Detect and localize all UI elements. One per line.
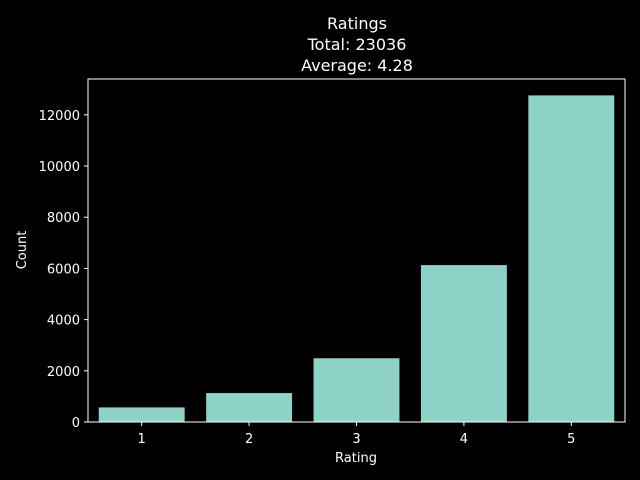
y-tick-label: 10000 (39, 160, 80, 175)
bars-group (98, 95, 615, 422)
bar-rating-1 (98, 407, 185, 422)
x-tick-label: 1 (138, 432, 146, 447)
bar-rating-4 (420, 265, 507, 422)
x-tick-label: 5 (567, 432, 575, 447)
x-tick-label: 2 (245, 432, 253, 447)
y-tick-label: 4000 (47, 314, 80, 329)
chart-subtitle-average: Average: 4.28 (301, 56, 413, 75)
y-axis-label: Count (15, 231, 30, 270)
y-tick-label: 8000 (47, 211, 80, 226)
y-tick-label: 6000 (47, 262, 80, 277)
bar-rating-2 (206, 393, 293, 422)
x-tick-label: 4 (460, 432, 468, 447)
x-axis-label: Rating (335, 451, 377, 466)
x-axis-ticks: 1 2 3 4 5 (138, 422, 575, 447)
y-tick-label: 0 (72, 416, 80, 431)
chart-subtitle-total: Total: 23036 (307, 35, 407, 54)
plot-frame (87, 78, 626, 423)
chart-title: Ratings (327, 14, 387, 33)
x-tick-label: 3 (352, 432, 360, 447)
y-tick-label: 2000 (47, 365, 80, 380)
bar-rating-3 (313, 358, 400, 422)
y-tick-label: 12000 (39, 109, 80, 124)
y-axis-ticks: 0 2000 4000 6000 8000 10000 12000 (39, 109, 88, 431)
bar-rating-5 (528, 95, 615, 422)
